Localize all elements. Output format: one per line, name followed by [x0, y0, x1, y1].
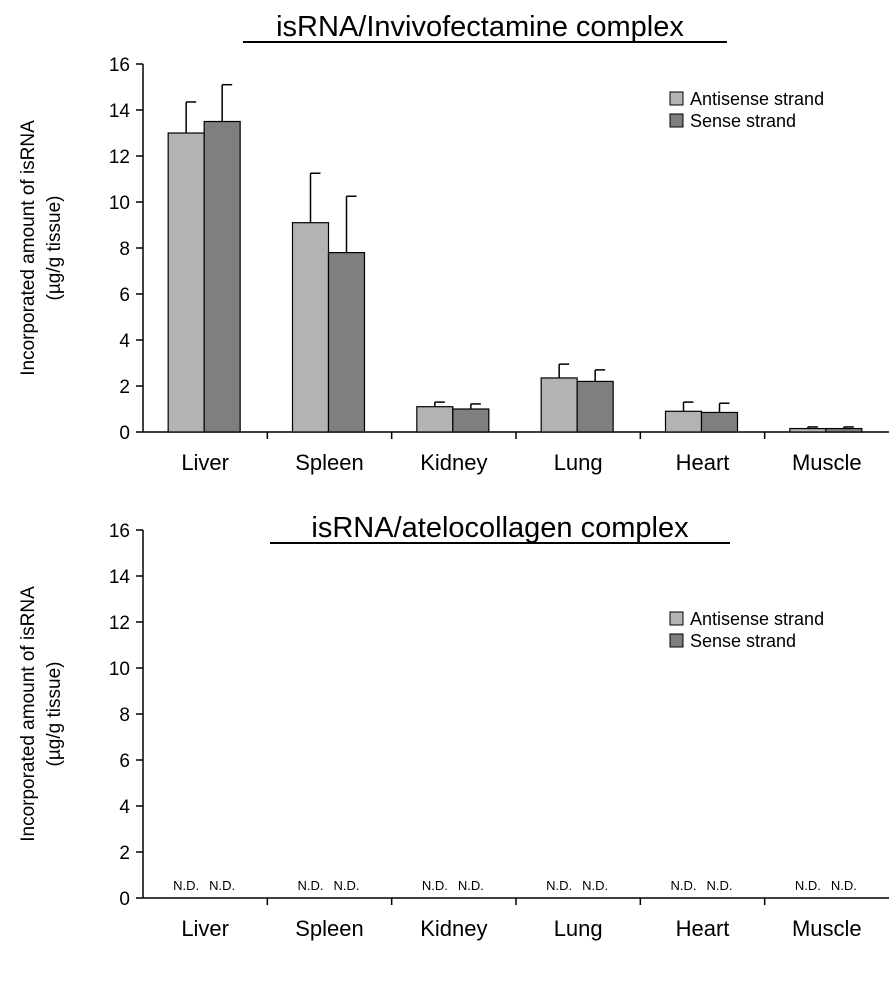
- data-label-nd: N.D.: [546, 878, 572, 893]
- y-tick-label: 10: [109, 193, 130, 214]
- y-tick-label: 8: [119, 705, 130, 726]
- x-tick-label: Muscle: [792, 450, 862, 475]
- y-tick-label: 4: [119, 331, 130, 352]
- bar: [700, 411, 739, 433]
- bar: [327, 252, 366, 433]
- legend-swatch: [669, 113, 684, 128]
- x-tick-label: Kidney: [420, 450, 487, 475]
- data-label-nd: N.D.: [795, 878, 821, 893]
- data-label-nd: N.D.: [422, 878, 448, 893]
- bar: [291, 222, 330, 433]
- y-axis-label-unit: (µg/g tissue): [44, 662, 65, 767]
- y-tick-label: 16: [109, 55, 130, 76]
- legend-label: Sense strand: [690, 111, 796, 131]
- x-tick-label: Spleen: [295, 450, 364, 475]
- x-tick-label: Heart: [676, 916, 730, 941]
- y-tick-label: 16: [109, 521, 130, 542]
- bar: [825, 427, 863, 433]
- legend-label: Sense strand: [690, 631, 796, 651]
- y-axis-label: Incorporated amount of isRNA: [18, 586, 39, 842]
- bar: [416, 406, 454, 433]
- x-tick-label: Muscle: [792, 916, 862, 941]
- y-axis-label: Incorporated amount of isRNA: [18, 120, 39, 376]
- x-tick-label: Lung: [554, 450, 603, 475]
- y-tick-label: 2: [119, 843, 130, 864]
- bar: [664, 410, 703, 433]
- data-label-nd: N.D.: [173, 878, 199, 893]
- bar: [203, 120, 241, 433]
- y-tick-label: 8: [119, 239, 130, 260]
- x-tick-label: Liver: [181, 450, 229, 475]
- y-tick-label: 12: [109, 613, 130, 634]
- y-tick-label: 10: [109, 659, 130, 680]
- legend-label: Antisense strand: [690, 609, 824, 629]
- chart-title: isRNA/atelocollagen complex: [311, 512, 689, 544]
- bar: [789, 427, 827, 433]
- x-tick-label: Kidney: [420, 916, 487, 941]
- chart-invivofectamine: isRNA/Invivofectamine complex Incorporate…: [18, 11, 889, 475]
- data-label-nd: N.D.: [707, 878, 733, 893]
- bar: [167, 132, 205, 433]
- data-label-nd: N.D.: [458, 878, 484, 893]
- x-tick-label: Spleen: [295, 916, 364, 941]
- legend-swatch: [669, 611, 684, 626]
- data-label-nd: N.D.: [298, 878, 324, 893]
- y-tick-label: 14: [109, 101, 131, 122]
- data-label-nd: N.D.: [209, 878, 235, 893]
- bar: [540, 377, 578, 433]
- x-tick-label: Lung: [554, 916, 603, 941]
- x-tick-label: Liver: [181, 916, 229, 941]
- y-tick-label: 4: [119, 797, 130, 818]
- legend-swatch: [669, 633, 684, 648]
- legend-label: Antisense strand: [690, 89, 824, 109]
- y-tick-label: 14: [109, 567, 131, 588]
- y-tick-label: 12: [109, 147, 130, 168]
- y-tick-label: 0: [119, 423, 130, 444]
- data-label-nd: N.D.: [334, 878, 360, 893]
- y-axis-label-unit: (µg/g tissue): [44, 196, 65, 301]
- x-tick-label: Heart: [676, 450, 730, 475]
- bar: [576, 380, 614, 433]
- y-tick-label: 2: [119, 377, 130, 398]
- chart-atelocollagen: isRNA/atelocollagen complex Incorporated …: [18, 512, 889, 941]
- data-label-nd: N.D.: [582, 878, 608, 893]
- data-label-nd: N.D.: [671, 878, 697, 893]
- y-tick-label: 0: [119, 889, 130, 910]
- bar: [452, 408, 490, 433]
- legend-swatch: [669, 91, 684, 106]
- y-tick-label: 6: [119, 751, 130, 772]
- y-tick-label: 6: [119, 285, 130, 306]
- data-label-nd: N.D.: [831, 878, 857, 893]
- chart-title: isRNA/Invivofectamine complex: [276, 11, 684, 43]
